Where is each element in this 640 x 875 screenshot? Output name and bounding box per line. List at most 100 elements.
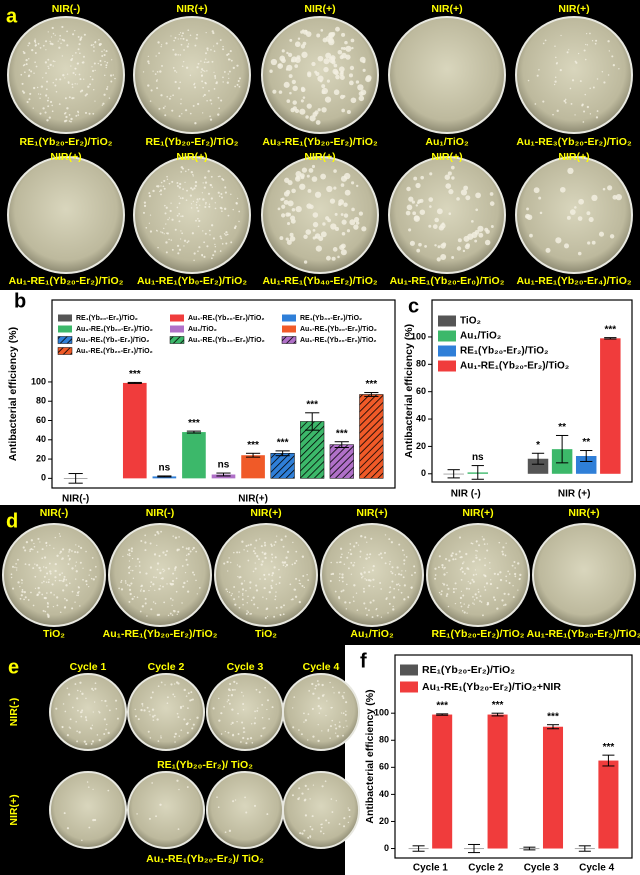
colony — [270, 545, 273, 548]
colony — [569, 209, 576, 215]
colony — [583, 110, 586, 113]
colony — [345, 701, 348, 704]
colony — [342, 825, 346, 828]
colony — [343, 691, 345, 694]
colony — [243, 580, 246, 582]
colony — [229, 682, 232, 686]
colony — [559, 69, 562, 72]
colony — [59, 535, 61, 537]
colony — [340, 47, 344, 50]
colony — [260, 734, 263, 737]
colony — [394, 574, 397, 576]
colony — [218, 719, 221, 722]
colony — [586, 211, 591, 216]
significance-label: *** — [604, 324, 616, 335]
colony — [571, 79, 575, 82]
colony — [402, 576, 405, 579]
colony — [429, 172, 433, 176]
colony — [553, 83, 556, 86]
colony — [245, 742, 248, 745]
legend-swatch — [170, 325, 184, 333]
colony — [338, 579, 341, 582]
colony — [200, 74, 203, 77]
colony — [203, 61, 206, 64]
colony — [461, 562, 464, 565]
colony — [103, 718, 106, 721]
colony — [607, 185, 613, 191]
colony — [450, 554, 453, 556]
colony — [505, 575, 508, 578]
colony — [169, 582, 173, 586]
colony — [171, 604, 173, 606]
colony — [125, 582, 127, 584]
colony — [224, 831, 227, 834]
colony — [227, 73, 229, 75]
colony — [341, 32, 346, 37]
colony — [67, 563, 70, 565]
colony — [472, 560, 475, 563]
colony — [156, 71, 159, 73]
colony — [42, 609, 45, 612]
colony — [17, 581, 20, 584]
colony — [47, 105, 50, 108]
colony — [158, 52, 160, 55]
colony — [230, 59, 233, 62]
colony — [586, 44, 589, 46]
colony — [545, 247, 551, 253]
colony — [27, 599, 30, 601]
colony — [114, 77, 116, 80]
colony — [204, 58, 207, 60]
colony — [49, 572, 52, 575]
colony — [45, 94, 48, 97]
colony — [295, 560, 298, 562]
colony — [90, 577, 93, 580]
colony — [167, 218, 169, 221]
colony — [315, 120, 321, 125]
colony — [301, 792, 304, 795]
colony — [329, 198, 336, 204]
colony — [157, 41, 160, 44]
colony — [344, 713, 347, 716]
colony — [331, 706, 333, 709]
colony — [49, 100, 53, 104]
colony — [417, 199, 422, 204]
colony — [446, 584, 448, 587]
colony — [304, 814, 308, 817]
colony — [65, 579, 68, 581]
colony — [321, 84, 326, 89]
colony — [74, 601, 76, 603]
colony — [602, 187, 606, 191]
y-tick-label: 0 — [421, 468, 426, 478]
colony — [75, 561, 78, 563]
colony — [184, 571, 187, 574]
colony — [50, 36, 53, 38]
colony — [445, 183, 452, 189]
dish-bottom-label: Au₃-RE₁(Yb₂₀-Er₂)/TiO₂ — [262, 136, 378, 148]
colony — [615, 193, 622, 201]
colony — [186, 189, 188, 192]
colony — [49, 570, 52, 573]
colony — [127, 566, 130, 569]
colony — [611, 55, 614, 58]
colony — [163, 570, 165, 573]
dish-top-label: NIR(+) — [250, 507, 281, 519]
colony — [246, 737, 249, 740]
colony — [154, 589, 156, 592]
colony — [79, 681, 82, 684]
colony — [413, 176, 418, 181]
colony — [64, 597, 66, 600]
colony — [34, 38, 36, 40]
legend-label: Au₃-RE₁(Yb₂₀-Er₂)/TiO₂ — [76, 326, 153, 333]
colony — [287, 52, 293, 57]
colony — [75, 721, 77, 723]
colony — [162, 185, 165, 188]
colony — [166, 175, 168, 178]
colony — [154, 602, 157, 605]
colony — [475, 556, 478, 559]
colony — [229, 50, 232, 53]
colony — [233, 680, 236, 683]
colony — [201, 80, 204, 83]
colony — [325, 52, 332, 59]
colony — [270, 560, 273, 563]
colony — [180, 98, 182, 100]
